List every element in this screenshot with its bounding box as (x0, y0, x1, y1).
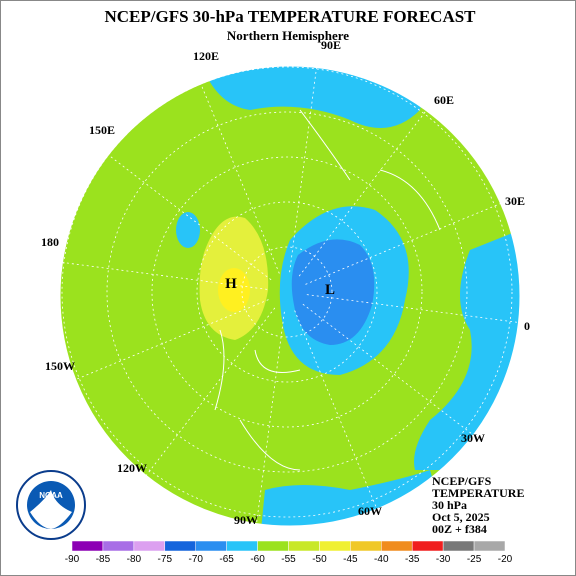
meridian (60, 257, 268, 290)
colorbar-box (102, 540, 135, 552)
colorbar: -90 -85 -80 -75 -70 -65 -60 -55 -50 -45 -40 -35 -30 -… (65, 540, 513, 565)
info-line: NCEP/GFS (432, 474, 492, 488)
lon-label: 150E (89, 123, 115, 137)
lon-label: 180 (41, 235, 59, 249)
colorbar-box (319, 540, 351, 552)
colorbar-label: -45 (343, 554, 358, 565)
field-cold (291, 239, 375, 345)
info-line: 30 hPa (432, 498, 467, 512)
colorbar-label: -35 (405, 554, 420, 565)
lon-label: 30W (461, 431, 485, 445)
meridian (294, 310, 387, 526)
colorbar-label: -30 (436, 554, 451, 565)
meridian (60, 299, 269, 392)
subtitle: Northern Hemisphere (227, 28, 349, 43)
colorbar-box (411, 540, 444, 552)
lon-label: 90W (234, 513, 258, 527)
colorbar-label: -55 (281, 554, 296, 565)
meridian (187, 66, 280, 274)
colorbar-label: -40 (374, 554, 389, 565)
lat-circle (151, 156, 423, 428)
map-edge (59, 65, 521, 527)
meridian (298, 85, 446, 277)
colorbar-box (164, 540, 196, 552)
info-line: TEMPERATURE (432, 486, 524, 500)
colorbar-label: -60 (250, 554, 265, 565)
colorbar-label: -85 (96, 554, 111, 565)
lat-circle (106, 111, 468, 473)
info-block: NCEP/GFS TEMPERATURE 30 hPa Oct 5, 2025 … (432, 474, 524, 536)
low-center: L (325, 282, 335, 298)
meridian (252, 311, 285, 526)
logo-text: NOAA (39, 491, 63, 500)
high-center: H (225, 276, 237, 292)
title: NCEP/GFS 30-hPa TEMPERATURE FORECAST (104, 7, 476, 26)
colorbar-box (288, 540, 320, 552)
logo: NOAA (16, 470, 86, 540)
colorbar-label: -20 (498, 554, 513, 565)
colorbar-box (442, 540, 475, 552)
colorbar-label: -65 (219, 554, 234, 565)
lon-label: 60W (358, 504, 382, 518)
colorbar-box (133, 540, 166, 552)
colorbar-label: -50 (312, 554, 327, 565)
lon-label: 90E (321, 38, 341, 52)
meridian (302, 303, 494, 451)
colorbar-box (350, 540, 382, 552)
meridian (80, 133, 272, 281)
field-warmest (218, 268, 250, 312)
lon-label: 0 (524, 319, 530, 333)
field-cool (176, 212, 200, 248)
lat-circle (196, 201, 378, 383)
colorbar-box (71, 540, 104, 552)
meridian (289, 66, 322, 273)
lat-circle (61, 66, 513, 518)
colorbar-label: -80 (127, 554, 142, 565)
colorbar-box (195, 540, 227, 552)
meridian (128, 307, 276, 499)
lat-circle (241, 246, 333, 338)
colorbar-box (226, 540, 258, 552)
logo-gull (30, 490, 72, 529)
lon-label: 60E (434, 93, 454, 107)
meridian (305, 192, 520, 285)
info-line: Oct 5, 2025 (432, 510, 490, 524)
meridian (306, 294, 520, 327)
info-line: 00Z + f384 (432, 522, 487, 536)
colorbar-label: -25 (467, 554, 482, 565)
lon-label: 30E (505, 194, 525, 208)
colorbar-box (257, 540, 289, 552)
colorbar-label: -90 (65, 554, 80, 565)
lon-label: 150W (45, 359, 75, 373)
lon-label: 120E (193, 49, 219, 63)
colorbar-label: -70 (188, 554, 203, 565)
graticule (60, 66, 520, 526)
colorbar-label: -75 (158, 554, 173, 565)
lon-label: 120W (117, 461, 147, 475)
colorbar-box (473, 540, 506, 552)
colorbar-box (381, 540, 413, 552)
coastline (214, 109, 441, 471)
